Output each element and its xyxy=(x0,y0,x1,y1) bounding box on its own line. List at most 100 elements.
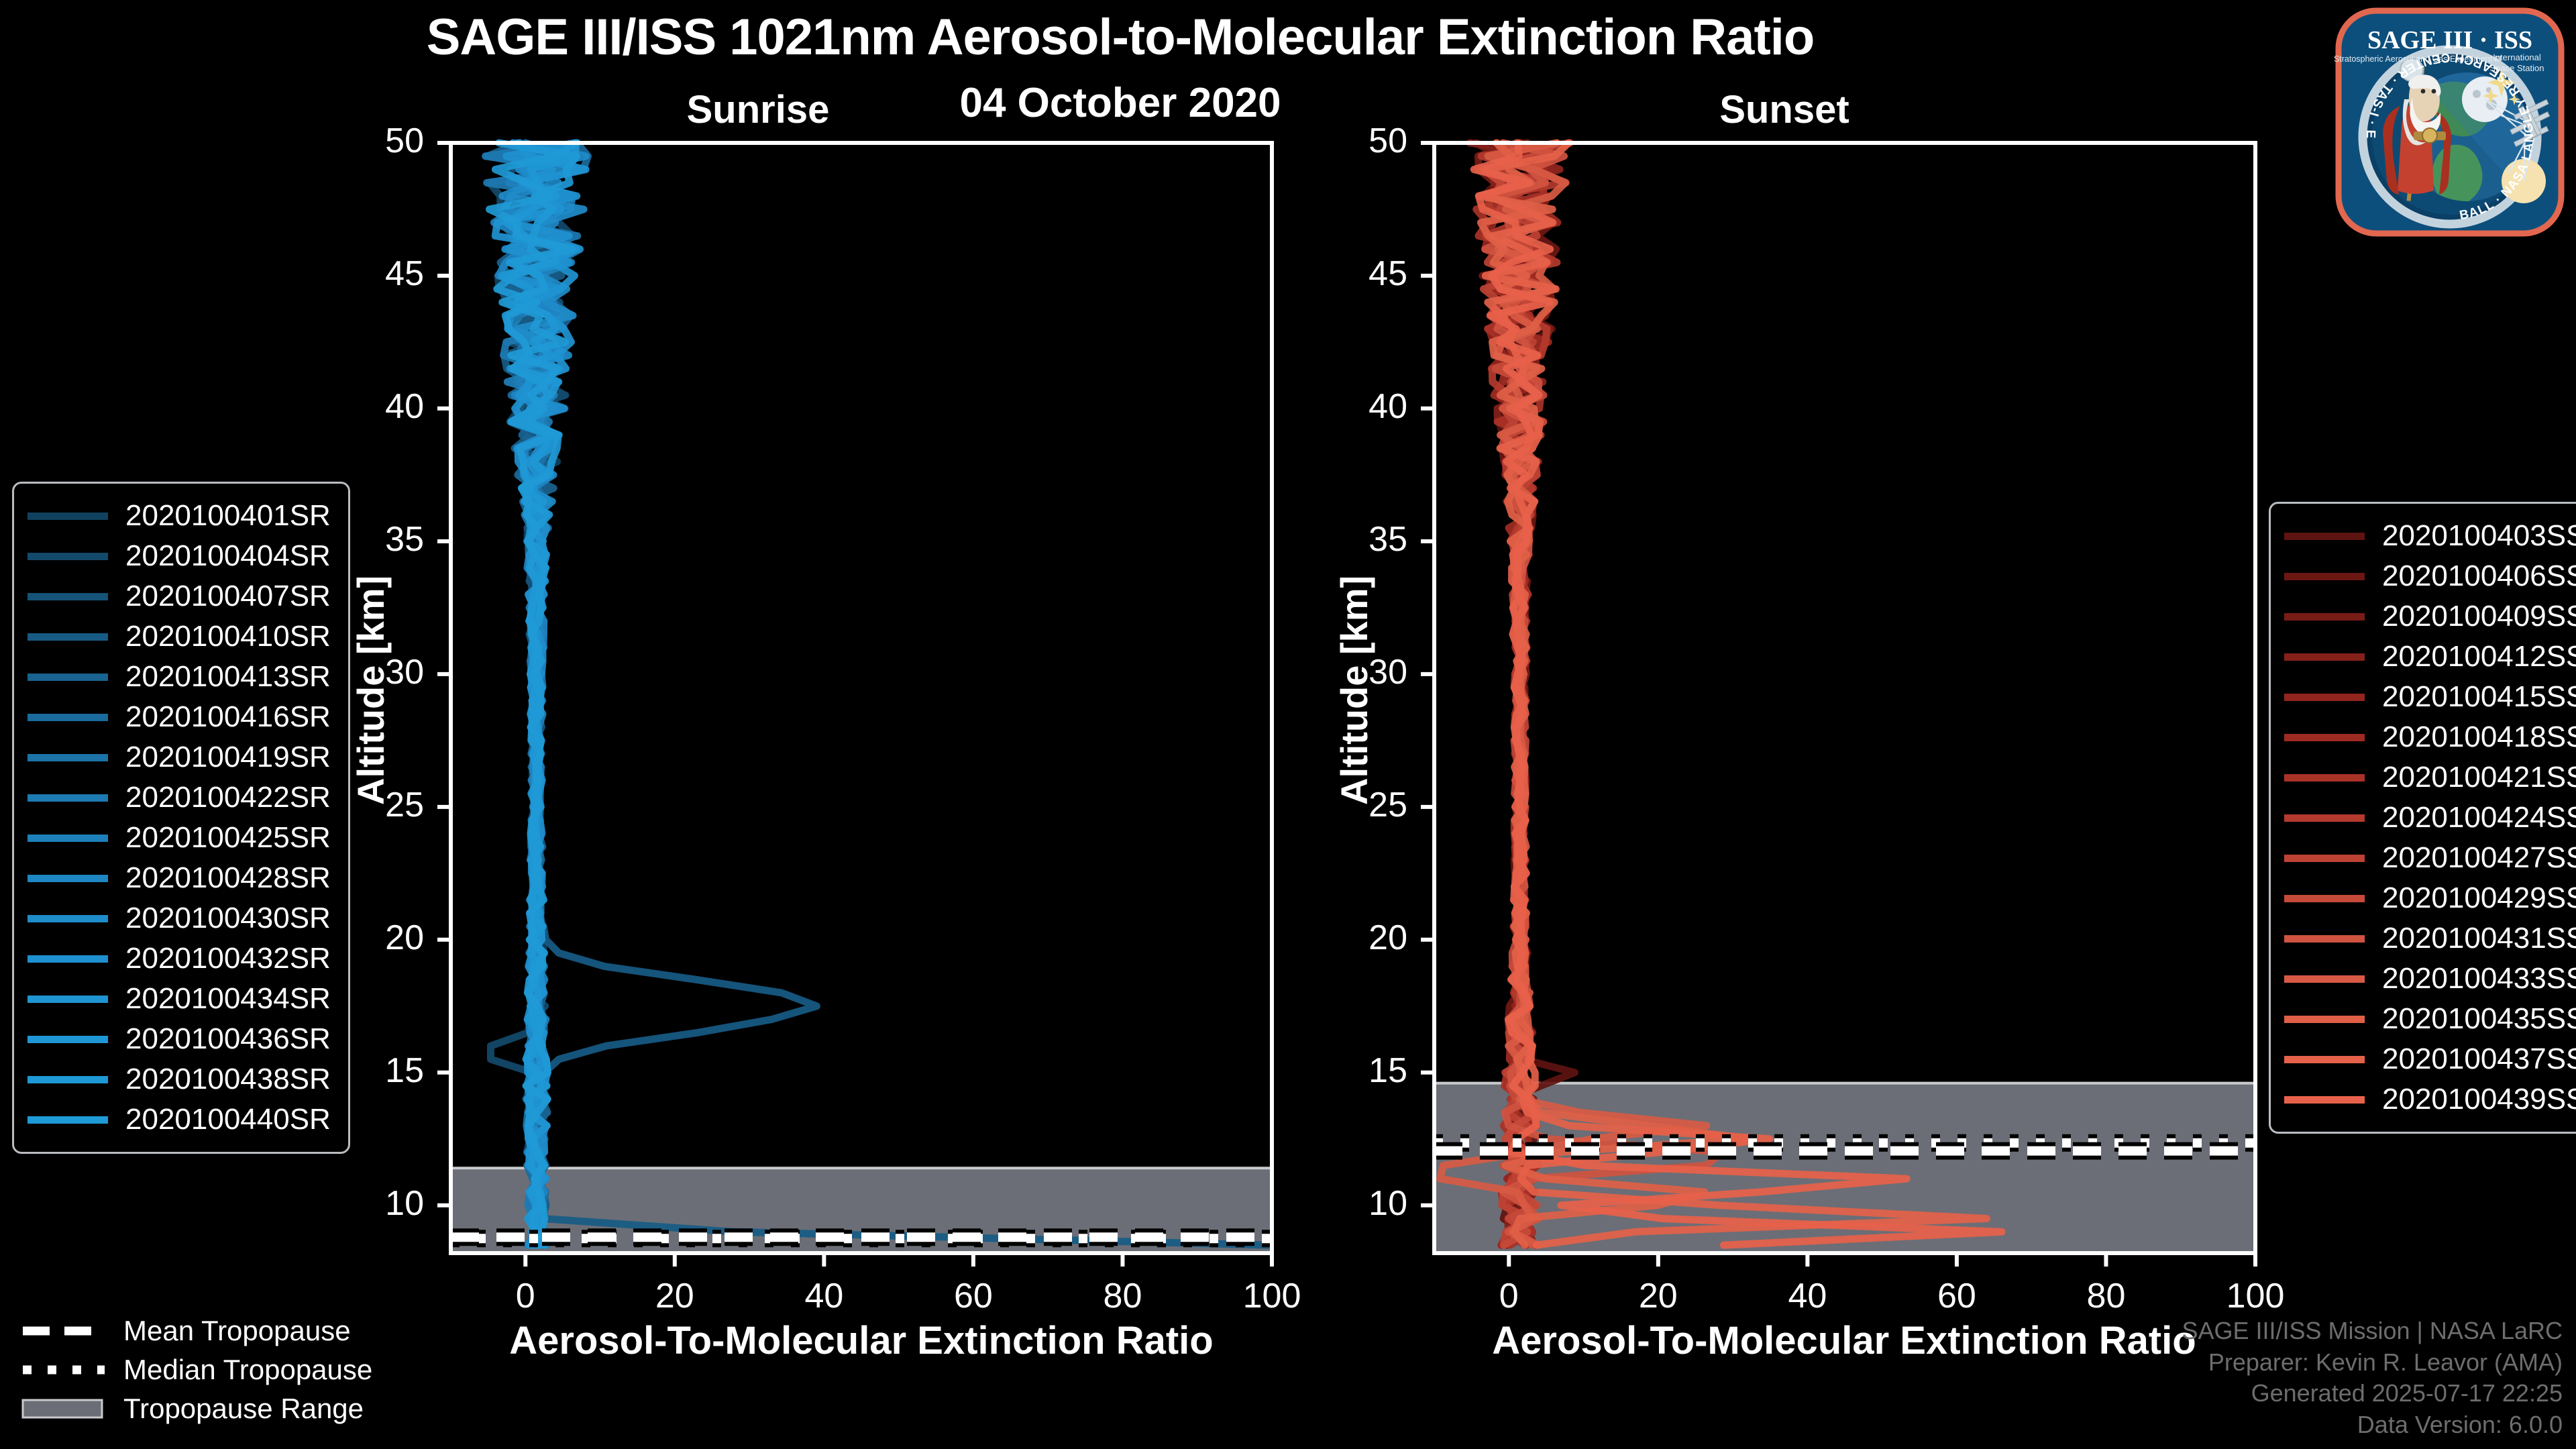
legend-color-swatch-2020100407SR xyxy=(28,592,108,600)
sunset-x-tick-80: 80 xyxy=(2086,1277,2126,1316)
legend-item-2020100432SR[interactable]: 2020100432SR xyxy=(28,938,331,979)
legend-item-2020100416SR[interactable]: 2020100416SR xyxy=(28,697,331,737)
sunset-y-tick-50: 50 xyxy=(1368,121,1407,160)
legend-item-2020100425SR[interactable]: 2020100425SR xyxy=(28,818,331,858)
legend-color-swatch-2020100418SS xyxy=(2284,733,2365,741)
sunset-profile-2020100439SS xyxy=(1470,139,2006,1249)
legend-label-2020100413SR: 2020100413SR xyxy=(125,660,331,693)
legend-label-2020100438SR: 2020100438SR xyxy=(125,1063,331,1095)
legend-color-swatch-2020100427SS xyxy=(2284,854,2365,862)
legend-label-2020100432SR: 2020100432SR xyxy=(125,942,331,975)
sunset-profile-2020100433SS xyxy=(1436,139,1711,1249)
sunrise-x-tick-0: 0 xyxy=(515,1277,535,1316)
legend-item-2020100415SS[interactable]: 2020100415SS xyxy=(2284,677,2576,717)
legend-item-2020100407SR[interactable]: 2020100407SR xyxy=(28,576,331,616)
legend-color-swatch-2020100430SR xyxy=(28,914,108,922)
legend-label-2020100421SS: 2020100421SS xyxy=(2382,761,2576,794)
legend-item-2020100403SS[interactable]: 2020100403SS xyxy=(2284,516,2576,556)
legend-color-swatch-2020100422SR xyxy=(28,794,108,802)
legend-item-2020100419SR[interactable]: 2020100419SR xyxy=(28,737,331,777)
credits-block: SAGE III/ISS Mission | NASA LaRC Prepare… xyxy=(2182,1316,2563,1441)
legend-label-2020100404SR: 2020100404SR xyxy=(125,539,331,572)
legend-item-2020100434SR[interactable]: 2020100434SR xyxy=(28,979,331,1019)
legend-label-2020100428SR: 2020100428SR xyxy=(125,861,331,894)
legend-color-swatch-2020100404SR xyxy=(28,552,108,560)
sunrise-y-tick-10: 10 xyxy=(385,1183,424,1223)
sunrise-profile-2020100440SR xyxy=(486,139,580,1249)
legend-item-2020100438SR[interactable]: 2020100438SR xyxy=(28,1059,331,1099)
legend-item-2020100429SS[interactable]: 2020100429SS xyxy=(2284,878,2576,918)
legend-label-2020100401SR: 2020100401SR xyxy=(125,499,331,532)
legend-item-2020100409SS[interactable]: 2020100409SS xyxy=(2284,596,2576,637)
sunrise-y-tick-25: 25 xyxy=(385,785,424,824)
legend-color-swatch-2020100439SS xyxy=(2284,1095,2365,1104)
legend-color-swatch-2020100413SR xyxy=(28,673,108,681)
legend-label-2020100403SS: 2020100403SS xyxy=(2382,519,2576,552)
legend-label-2020100418SS: 2020100418SS xyxy=(2382,720,2576,753)
credits-generated: Generated 2025-07-17 22:25 xyxy=(2251,1379,2563,1407)
sunrise-y-tick-15: 15 xyxy=(385,1051,424,1090)
legend-label-2020100415SS: 2020100415SS xyxy=(2382,680,2576,713)
legend-item-2020100418SS[interactable]: 2020100418SS xyxy=(2284,717,2576,757)
page-date: 04 October 2020 xyxy=(959,80,1281,126)
legend-label-2020100412SS: 2020100412SS xyxy=(2382,640,2576,673)
legend-item-2020100404SR[interactable]: 2020100404SR xyxy=(28,536,331,576)
legend-label-2020100435SS: 2020100435SS xyxy=(2382,1002,2576,1035)
sunset-plot-group xyxy=(1421,139,2257,1267)
legend-item-2020100431SS[interactable]: 2020100431SS xyxy=(2284,918,2576,959)
legend-item-2020100439SS[interactable]: 2020100439SS xyxy=(2284,1079,2576,1120)
legend-item-2020100422SR[interactable]: 2020100422SR xyxy=(28,777,331,818)
sunset-y-tick-25: 25 xyxy=(1368,785,1407,824)
legend-item-2020100406SS[interactable]: 2020100406SS xyxy=(2284,556,2576,596)
legend-color-swatch-2020100436SR xyxy=(28,1035,108,1043)
sunrise-x-tick-40: 40 xyxy=(804,1277,844,1316)
patch-title: SAGE III · ISS xyxy=(2367,26,2532,54)
sunset-x-tick-100: 100 xyxy=(2226,1277,2285,1316)
page-title: SAGE III/ISS 1021nm Aerosol-to-Molecular… xyxy=(426,9,1815,66)
sunset-x-tick-40: 40 xyxy=(1788,1277,1827,1316)
legend-item-2020100435SS[interactable]: 2020100435SS xyxy=(2284,999,2576,1039)
legend-item-2020100412SS[interactable]: 2020100412SS xyxy=(2284,637,2576,677)
sunrise-y-tick-45: 45 xyxy=(385,254,424,293)
sunset-x-axis-label: Aerosol-To-Molecular Extinction Ratio xyxy=(1492,1319,2196,1362)
legend-item-2020100427SS[interactable]: 2020100427SS xyxy=(2284,838,2576,878)
legend-item-2020100413SR[interactable]: 2020100413SR xyxy=(28,657,331,697)
legend-row-median-tropopause: Median Tropopause xyxy=(20,1350,372,1389)
sunset-axes-frame xyxy=(1432,141,2257,1255)
credits-mission: SAGE III/ISS Mission | NASA LaRC xyxy=(2182,1316,2563,1344)
legend-color-swatch-2020100403SS xyxy=(2284,532,2365,540)
legend-color-swatch-2020100431SS xyxy=(2284,934,2365,943)
sunset-y-tick-35: 35 xyxy=(1368,519,1407,559)
legend-item-2020100410SR[interactable]: 2020100410SR xyxy=(28,616,331,657)
sunrise-x-tick-20: 20 xyxy=(655,1277,694,1316)
sunrise-y-tick-35: 35 xyxy=(385,519,424,559)
legend-color-swatch-2020100429SS xyxy=(2284,894,2365,902)
sunrise-panel-label: Sunrise xyxy=(686,88,830,131)
sunset-x-tick-60: 60 xyxy=(1937,1277,1976,1316)
legend-item-2020100440SR[interactable]: 2020100440SR xyxy=(28,1099,331,1140)
legend-item-2020100428SR[interactable]: 2020100428SR xyxy=(28,858,331,898)
sunset-series-legend[interactable]: 2020100403SS 2020100406SS 2020100409SS 2020… xyxy=(2269,502,2576,1134)
legend-label-2020100425SR: 2020100425SR xyxy=(125,821,331,854)
legend-color-swatch-2020100434SR xyxy=(28,995,108,1003)
mean-tropopause-dashed-line-icon xyxy=(20,1321,107,1341)
legend-item-2020100433SS[interactable]: 2020100433SS xyxy=(2284,959,2576,999)
legend-item-2020100421SS[interactable]: 2020100421SS xyxy=(2284,757,2576,798)
patch-subtitle-right-1: International xyxy=(2493,52,2541,62)
legend-color-swatch-2020100425SR xyxy=(28,834,108,842)
legend-item-2020100430SR[interactable]: 2020100430SR xyxy=(28,898,331,938)
legend-color-swatch-2020100415SS xyxy=(2284,693,2365,701)
sunset-y-tick-20: 20 xyxy=(1368,918,1407,957)
legend-item-2020100437SS[interactable]: 2020100437SS xyxy=(2284,1039,2576,1079)
legend-item-2020100424SS[interactable]: 2020100424SS xyxy=(2284,798,2576,838)
legend-item-2020100436SR[interactable]: 2020100436SR xyxy=(28,1019,331,1059)
legend-label-2020100424SS: 2020100424SS xyxy=(2382,801,2576,834)
legend-item-2020100401SR[interactable]: 2020100401SR xyxy=(28,496,331,536)
legend-label-2020100407SR: 2020100407SR xyxy=(125,580,331,612)
legend-label-2020100419SR: 2020100419SR xyxy=(125,741,331,773)
legend-label-2020100433SS: 2020100433SS xyxy=(2382,962,2576,995)
sunrise-series-legend[interactable]: 2020100401SR 2020100404SR 2020100407SR 2020… xyxy=(12,482,350,1154)
sunrise-x-tick-80: 80 xyxy=(1103,1277,1142,1316)
legend-color-swatch-2020100409SS xyxy=(2284,612,2365,621)
